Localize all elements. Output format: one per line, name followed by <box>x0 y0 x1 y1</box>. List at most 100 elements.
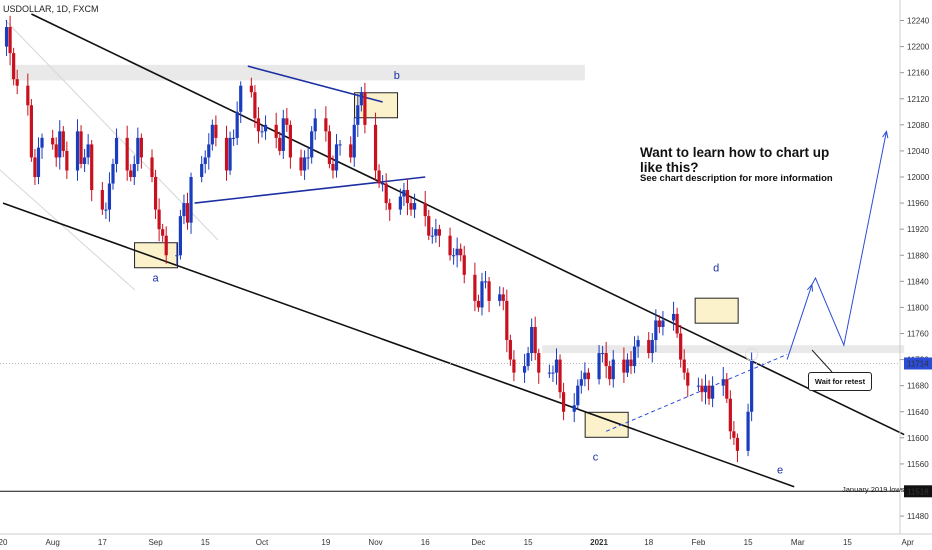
candle-body <box>224 137 229 171</box>
candle-body <box>327 131 332 164</box>
candle-body <box>675 313 679 334</box>
candle-body <box>700 385 704 393</box>
x-tick-label: 17 <box>98 538 107 547</box>
candle-body <box>352 124 356 158</box>
x-tick-label: 19 <box>321 538 330 547</box>
candle-body <box>586 372 591 380</box>
candle-body <box>746 411 750 451</box>
candle-body <box>409 203 413 210</box>
resistance-zone <box>542 345 905 354</box>
candle-body <box>36 147 41 177</box>
candle-body <box>533 326 537 354</box>
candle-body <box>384 183 388 204</box>
candle-body <box>185 203 190 223</box>
y-tick-label: 12000 <box>907 173 930 182</box>
candle-body <box>249 85 253 93</box>
candle-body <box>412 203 417 210</box>
wave-label-b: b <box>394 70 400 82</box>
y-tick-label: 11920 <box>907 225 929 234</box>
y-tick-label: 12240 <box>907 17 930 26</box>
trendlines-layer[interactable] <box>0 13 905 492</box>
candle-body <box>604 353 608 367</box>
january-low-tag <box>904 485 932 498</box>
candles-layer <box>4 15 754 463</box>
candle-body <box>12 53 16 80</box>
candle-body <box>203 157 207 164</box>
candle-body <box>711 385 715 399</box>
wave-label-c: c <box>593 452 599 464</box>
candle-body <box>547 372 551 374</box>
candle-body <box>260 131 264 133</box>
candle-body <box>483 281 488 283</box>
candle-body <box>278 137 282 151</box>
candle-body <box>40 137 44 148</box>
x-tick-label: 18 <box>644 538 653 547</box>
candle-body <box>405 190 410 204</box>
candle-body <box>164 235 168 256</box>
candle-body <box>26 85 30 106</box>
candle-body <box>501 294 505 301</box>
candle-body <box>423 203 427 217</box>
candle-body <box>132 163 136 177</box>
candle-body <box>104 209 108 211</box>
candle-body <box>583 372 587 380</box>
candle-body <box>459 248 463 256</box>
candle-body <box>572 405 576 412</box>
candle-body <box>522 366 527 373</box>
x-tick-label: 16 <box>421 538 430 547</box>
candle-body <box>735 437 740 451</box>
candle-body <box>402 190 406 197</box>
candle-body <box>256 118 261 132</box>
candle-body <box>558 359 562 393</box>
candle-body <box>696 385 701 387</box>
candle-body <box>388 203 392 210</box>
candle-body <box>359 92 363 106</box>
candle-body <box>153 177 158 210</box>
candle-body <box>427 216 431 236</box>
candle-body <box>451 255 456 257</box>
trendline <box>2 202 795 488</box>
projection-path <box>786 131 887 360</box>
candle-body <box>302 157 307 171</box>
candle-body <box>476 300 481 308</box>
candle-body <box>29 105 33 158</box>
candle-body <box>728 398 732 432</box>
zones-layer <box>0 19 905 354</box>
candle-body <box>647 340 651 354</box>
wave-label-d: d <box>713 263 719 275</box>
candle-body <box>313 118 317 132</box>
candle-body <box>554 359 559 373</box>
y-tick-label: 11880 <box>907 251 929 260</box>
candle-body <box>235 111 239 138</box>
candle-body <box>526 353 530 367</box>
candle-body <box>530 326 534 354</box>
candle-body <box>338 144 342 146</box>
promo-subtitle: See chart description for more informati… <box>640 173 833 184</box>
x-tick-label: Oct <box>256 538 269 547</box>
x-tick-label: 2021 <box>590 538 608 547</box>
candle-body <box>487 281 491 301</box>
x-tick-label: 15 <box>843 538 852 547</box>
candle-body <box>448 235 452 256</box>
candle-body <box>349 144 353 158</box>
candle-body <box>86 144 90 158</box>
candle-body <box>54 144 58 158</box>
candle-body <box>373 124 378 171</box>
wave-labels-layer: a b c d e <box>153 70 784 477</box>
candle-body <box>629 359 633 367</box>
candle-body <box>139 137 143 158</box>
candle-body <box>661 320 665 327</box>
candle-body <box>462 255 466 275</box>
candle-body <box>100 190 104 210</box>
candle-body <box>625 359 630 373</box>
candle-body <box>508 340 512 360</box>
y-tick-label: 12160 <box>907 69 930 78</box>
candle-body <box>597 353 601 380</box>
y-tick-label: 12040 <box>907 147 930 156</box>
candle-body <box>537 353 541 373</box>
candle-body <box>608 366 612 380</box>
candle-body <box>306 157 310 159</box>
wave-label-a: a <box>153 272 160 284</box>
